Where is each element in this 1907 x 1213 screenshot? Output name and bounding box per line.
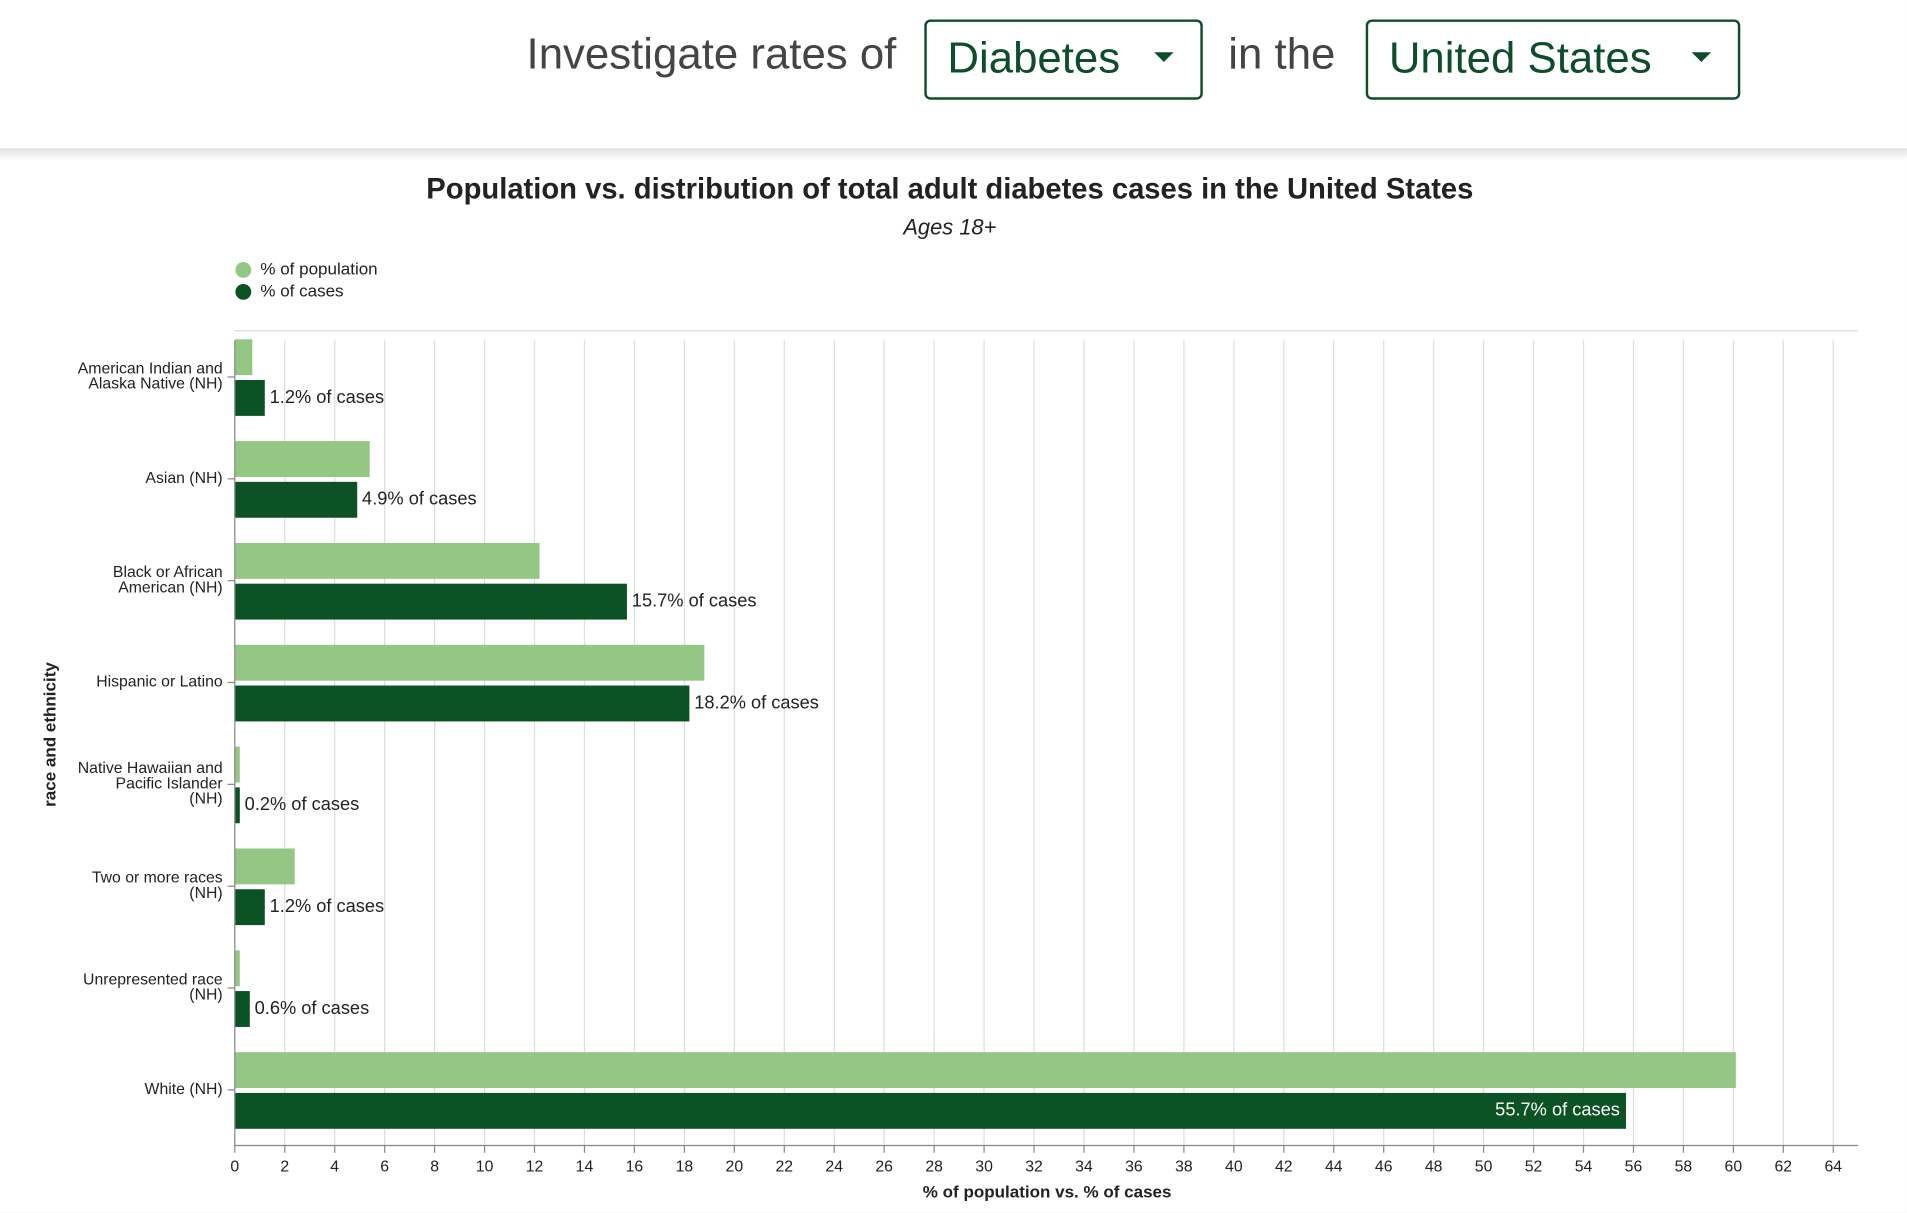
bar (234, 991, 250, 1027)
x-tick-label: 44 (1325, 1159, 1343, 1176)
x-tick-label: 24 (825, 1159, 843, 1176)
x-tick-label: 50 (1475, 1159, 1493, 1176)
value-label: 18.2% of cases (694, 691, 819, 712)
x-tick-label: 18 (676, 1159, 694, 1176)
x-tick-label: 30 (975, 1159, 993, 1176)
condition-dropdown[interactable]: Diabetes (924, 19, 1203, 100)
bar (234, 380, 265, 416)
x-tick-label: 14 (576, 1159, 594, 1176)
x-tick-label: 10 (476, 1159, 494, 1176)
x-tick-label: 42 (1275, 1159, 1293, 1176)
dropdown-box[interactable] (1365, 19, 1741, 100)
x-tick-label: 62 (1775, 1159, 1793, 1176)
bar (234, 1052, 1736, 1089)
value-label: 0.6% of cases (255, 997, 370, 1018)
value-label: 55.7% of cases (1495, 1099, 1620, 1120)
chart-subtitle: Ages 18+ (901, 214, 996, 239)
x-tick-label: 46 (1375, 1159, 1393, 1176)
prompt-text: Investigate rates of (527, 30, 898, 79)
x-tick-label: 28 (925, 1159, 943, 1176)
value-label: 4.9% of cases (362, 488, 477, 509)
y-tick-label: American Indian and Alaska Native (NH) (78, 361, 223, 393)
dropdown-value[interactable]: Diabetes (947, 33, 1120, 82)
x-axis-title: % of population vs. % of cases (923, 1182, 1172, 1201)
y-tick-label: White (NH) (145, 1081, 223, 1098)
bar (234, 441, 370, 477)
legend-swatch (235, 283, 252, 300)
x-tick-label: 12 (526, 1159, 544, 1176)
caret (1154, 52, 1174, 63)
x-tick-label: 8 (430, 1159, 439, 1176)
location-dropdown[interactable]: United States (1365, 19, 1741, 100)
legend-swatch (235, 262, 252, 278)
x-tick-label: 38 (1175, 1159, 1193, 1176)
x-tick-label: 2 (280, 1159, 289, 1176)
x-tick-label: 16 (626, 1159, 644, 1176)
y-tick-label: Black or African American (NH) (113, 564, 223, 596)
header-shadow (0, 148, 1907, 161)
y-axis-title: race and ethnicity (41, 662, 60, 807)
legend-label: % of population (260, 259, 377, 278)
y-tick-label: Hispanic or Latino (96, 674, 223, 691)
x-tick-label: 20 (726, 1159, 744, 1176)
bar (234, 339, 253, 376)
value-label: 0.2% of cases (245, 793, 360, 814)
x-tick-label: 64 (1824, 1159, 1842, 1176)
bar (234, 889, 265, 926)
y-tick-label: Two or more races (NH) (92, 870, 223, 902)
bar (234, 950, 240, 987)
y-tick-label: Asian (NH) (145, 470, 222, 487)
bar (234, 542, 540, 579)
x-tick-label: 22 (775, 1159, 793, 1176)
bar (234, 1092, 1626, 1129)
y-tick-label: Unrepresented race (NH) (83, 972, 223, 1004)
x-tick-label: 60 (1725, 1159, 1743, 1176)
chart-title: Population vs. distribution of total adu… (426, 174, 1473, 206)
x-tick-label: 54 (1575, 1159, 1593, 1176)
x-tick-label: 52 (1525, 1159, 1543, 1176)
caret (1691, 52, 1712, 63)
bar (234, 685, 690, 722)
y-tick-label: Native Hawaiian and Pacific Islander (NH) (78, 760, 223, 807)
x-tick-label: 58 (1675, 1159, 1693, 1176)
x-tick-label: 4 (330, 1159, 339, 1176)
x-tick-label: 0 (230, 1159, 239, 1176)
bar (234, 583, 627, 620)
value-label: 15.7% of cases (632, 589, 757, 610)
dropdown-value[interactable]: United States (1389, 33, 1652, 82)
legend-label: % of cases (260, 281, 343, 300)
x-tick-label: 32 (1025, 1159, 1043, 1176)
bar (234, 848, 295, 885)
x-tick-label: 48 (1425, 1159, 1443, 1176)
value-label: 1.2% of cases (270, 895, 385, 916)
x-tick-label: 6 (380, 1159, 389, 1176)
x-tick-label: 56 (1625, 1159, 1643, 1176)
bar (234, 481, 358, 518)
x-tick-label: 40 (1225, 1159, 1243, 1176)
x-tick-label: 36 (1125, 1159, 1143, 1176)
x-tick-label: 26 (875, 1159, 893, 1176)
value-label: 1.2% of cases (270, 386, 385, 407)
dropdown-box[interactable] (924, 19, 1203, 100)
bar (234, 787, 240, 824)
connector-text: in the (1228, 30, 1335, 79)
x-tick-label: 34 (1075, 1159, 1093, 1176)
bar (234, 644, 705, 681)
bar (234, 746, 240, 783)
